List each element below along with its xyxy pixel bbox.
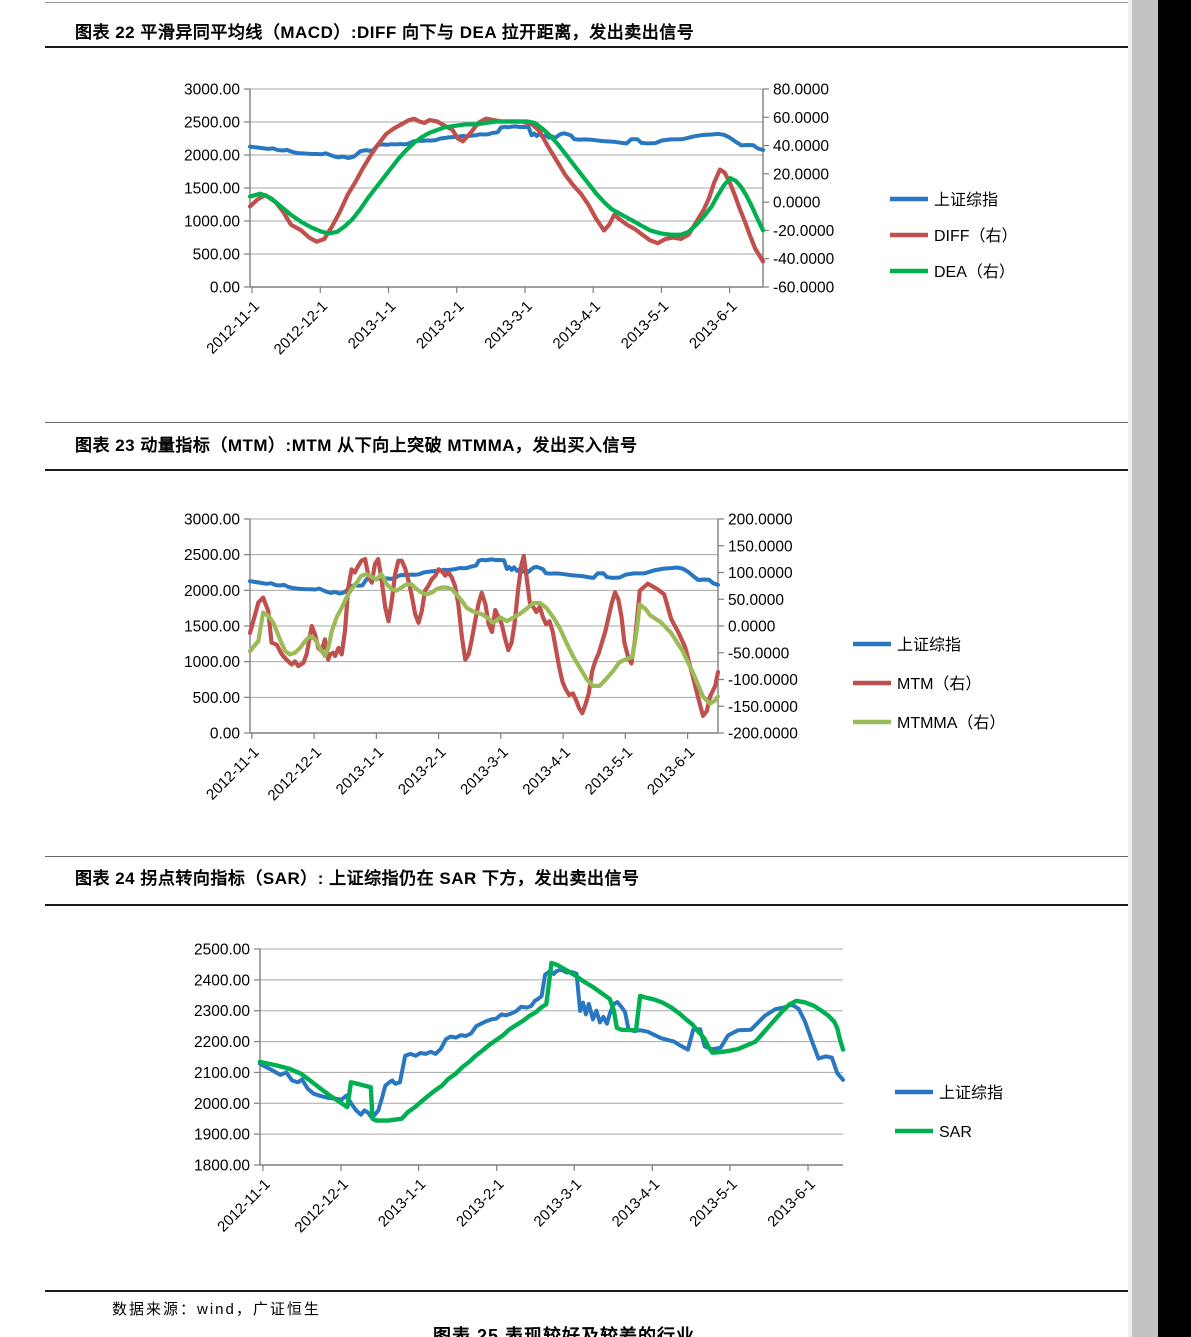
- x-axis-label: 2013-6-1: [644, 744, 698, 798]
- horizontal-rule: [45, 46, 1128, 48]
- x-axis-label: 2012-11-1: [214, 1176, 274, 1236]
- legend-label: 上证综指: [897, 636, 961, 654]
- horizontal-rule: [45, 2, 1128, 3]
- x-axis-label: 2012-11-1: [203, 298, 263, 358]
- series-上证综指: [248, 557, 720, 596]
- right-axis-label: 0.0000: [773, 195, 821, 212]
- x-axis-label: 2013-4-1: [550, 298, 604, 352]
- right-axis-label: -60.0000: [773, 280, 835, 297]
- legend-label: SAR: [939, 1124, 972, 1141]
- horizontal-rule: [45, 422, 1128, 423]
- left-axis-label: 2200.00: [194, 1034, 250, 1051]
- left-axis-label: 2100.00: [194, 1065, 250, 1082]
- left-axis-label: 2000.00: [184, 583, 240, 600]
- x-axis-label: 2013-5-1: [582, 744, 636, 798]
- left-axis-label: 2000.00: [194, 1096, 250, 1113]
- series-SAR: [257, 960, 846, 1123]
- legend-label: DIFF（右）: [934, 227, 1018, 245]
- right-axis-label: -40.0000: [773, 251, 835, 268]
- figure-title-23: 图表 23 动量指标（MTM）:MTM 从下向上突破 MTMMA，发出买入信号: [75, 436, 638, 455]
- left-axis-label: 2000.00: [184, 148, 240, 165]
- x-axis-label: 2013-6-1: [686, 298, 740, 352]
- legend-label: 上证综指: [934, 191, 998, 209]
- right-axis-label: -100.0000: [728, 672, 798, 689]
- screen-edge: [1158, 0, 1191, 1337]
- x-axis-label: 2013-2-1: [395, 744, 449, 798]
- series-上证综指: [248, 124, 765, 160]
- right-axis-label: 40.0000: [773, 138, 829, 155]
- x-axis-label: 2013-1-1: [333, 744, 387, 798]
- macd-chart: 3000.00 2500.00 2000.00 1500.00 1000.00 500.0…: [184, 82, 1018, 359]
- right-axis-label: 0.0000: [728, 619, 776, 636]
- legend-label: 上证综指: [939, 1084, 1003, 1102]
- mtm-chart: 3000.00 2500.00 2000.00 1500.00 1000.00 500.0…: [184, 512, 1005, 805]
- x-axis-label: 2013-6-1: [764, 1176, 818, 1230]
- x-axis-label: 2013-2-1: [453, 1176, 507, 1230]
- horizontal-rule: [45, 469, 1128, 471]
- right-axis-label: -200.0000: [728, 726, 798, 743]
- left-axis-label: 1000.00: [184, 214, 240, 231]
- x-axis-label: 2013-2-1: [413, 298, 467, 352]
- figure-title-24: 图表 24 拐点转向指标（SAR）: 上证综指仍在 SAR 下方，发出卖出信号: [75, 869, 640, 888]
- left-axis-label: 0.00: [210, 726, 241, 743]
- data-source-note: 数据来源：wind，广证恒生: [112, 1301, 321, 1318]
- x-axis-label: 2013-5-1: [618, 298, 672, 352]
- right-axis-label: -150.0000: [728, 699, 798, 716]
- x-axis-label: 2013-3-1: [457, 744, 511, 798]
- x-axis-label: 2013-3-1: [531, 1176, 585, 1230]
- left-axis-label: 2500.00: [194, 942, 250, 959]
- right-axis-label: 200.0000: [728, 512, 793, 529]
- left-axis-label: 1900.00: [194, 1127, 250, 1144]
- left-axis-label: 1800.00: [194, 1158, 250, 1175]
- right-axis-label: -20.0000: [773, 223, 835, 240]
- page-edge-strip: [1132, 0, 1158, 1337]
- x-axis-label: 2013-3-1: [481, 298, 535, 352]
- legend-label: DEA（右）: [934, 263, 1015, 281]
- figure-title-22: 图表 22 平滑异同平均线（MACD）:DIFF 向下与 DEA 拉开距离，发出…: [75, 23, 695, 42]
- legend-label: MTM（右）: [897, 675, 981, 693]
- left-axis-label: 2500.00: [184, 115, 240, 132]
- left-axis-label: 3000.00: [184, 82, 240, 99]
- series-MTMMA（右）: [247, 571, 721, 706]
- page-edge-seam: [1128, 0, 1132, 1337]
- x-axis-label: 2013-1-1: [375, 1176, 429, 1230]
- right-axis-label: 20.0000: [773, 166, 829, 183]
- x-axis-label: 2012-12-1: [265, 744, 325, 804]
- left-axis-label: 2500.00: [184, 547, 240, 564]
- right-axis-label: 100.0000: [728, 565, 793, 582]
- x-axis-label: 2013-5-1: [686, 1176, 740, 1230]
- right-axis-label: 150.0000: [728, 538, 793, 555]
- right-axis-label: -50.0000: [728, 645, 790, 662]
- legend-label: MTMMA（右）: [897, 714, 1005, 732]
- horizontal-rule: [45, 856, 1128, 857]
- x-axis-label: 2013-1-1: [345, 298, 399, 352]
- x-axis-label: 2012-11-1: [203, 744, 263, 804]
- x-axis-label: 2013-4-1: [609, 1176, 663, 1230]
- left-axis-label: 2300.00: [194, 1003, 250, 1020]
- left-axis-label: 500.00: [193, 690, 241, 707]
- left-axis-label: 2400.00: [194, 972, 250, 989]
- left-axis-label: 0.00: [210, 280, 241, 297]
- horizontal-rule: [45, 904, 1128, 906]
- x-axis-label: 2012-12-1: [291, 1176, 351, 1236]
- series-MTM（右）: [247, 553, 721, 719]
- left-axis-label: 1500.00: [184, 181, 240, 198]
- left-axis-label: 1500.00: [184, 619, 240, 636]
- right-axis-label: 80.0000: [773, 82, 829, 99]
- right-axis-label: 60.0000: [773, 110, 829, 127]
- series-DEA（右）: [247, 119, 766, 237]
- left-axis-label: 1000.00: [184, 654, 240, 671]
- left-axis-label: 3000.00: [184, 512, 240, 529]
- horizontal-rule: [45, 1290, 1128, 1292]
- left-axis-label: 500.00: [193, 247, 241, 264]
- x-axis-label: 2013-4-1: [519, 744, 573, 798]
- sar-chart: 2500.00 2400.00 2300.00 2200.00 2100.00 2000.…: [194, 942, 1003, 1237]
- right-axis-label: 50.0000: [728, 592, 784, 609]
- x-axis-label: 2012-12-1: [271, 298, 331, 358]
- figure-title-25-partial: 图表 25 表现较好及较差的行业: [432, 1326, 696, 1337]
